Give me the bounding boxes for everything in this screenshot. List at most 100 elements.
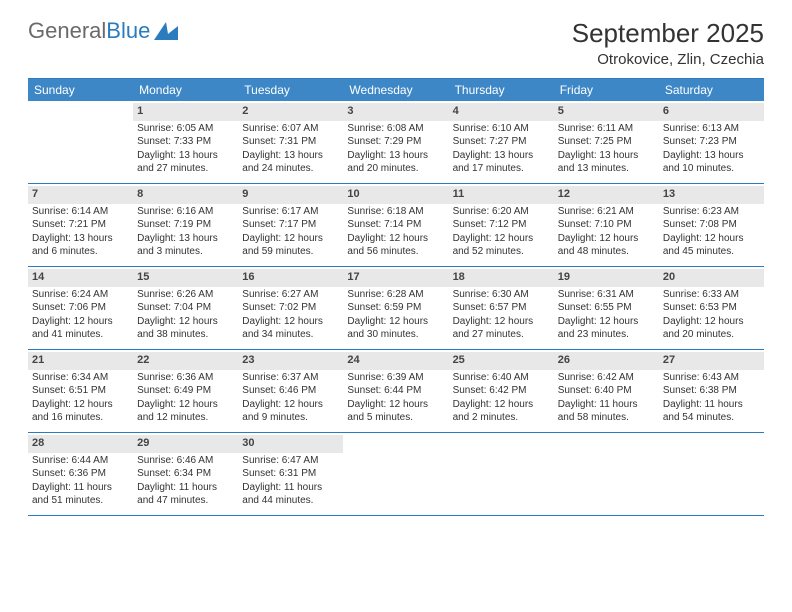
day-number: 25 <box>449 352 554 370</box>
day-info-line: Daylight: 11 hours <box>663 399 760 412</box>
day-number: 20 <box>659 269 764 287</box>
day-cell: 2Sunrise: 6:07 AMSunset: 7:31 PMDaylight… <box>238 101 343 183</box>
day-info-line: and 59 minutes. <box>242 246 339 259</box>
day-number: 8 <box>133 186 238 204</box>
day-number: 16 <box>238 269 343 287</box>
day-cell: 29Sunrise: 6:46 AMSunset: 6:34 PMDayligh… <box>133 433 238 515</box>
day-cell: 26Sunrise: 6:42 AMSunset: 6:40 PMDayligh… <box>554 350 659 432</box>
day-info-line: and 5 minutes. <box>347 412 444 425</box>
day-info-line: Daylight: 12 hours <box>242 233 339 246</box>
day-number: 1 <box>133 103 238 121</box>
dow-cell: Thursday <box>449 79 554 101</box>
day-cell: 22Sunrise: 6:36 AMSunset: 6:49 PMDayligh… <box>133 350 238 432</box>
day-info-line: Sunrise: 6:31 AM <box>558 289 655 302</box>
day-info-line: Sunset: 6:36 PM <box>32 468 129 481</box>
day-info-line: and 13 minutes. <box>558 163 655 176</box>
day-info-line: and 23 minutes. <box>558 329 655 342</box>
day-info-line: Daylight: 11 hours <box>32 482 129 495</box>
day-info-line: and 34 minutes. <box>242 329 339 342</box>
day-info-line: Sunrise: 6:47 AM <box>242 455 339 468</box>
day-cell: 3Sunrise: 6:08 AMSunset: 7:29 PMDaylight… <box>343 101 448 183</box>
day-cell: 7Sunrise: 6:14 AMSunset: 7:21 PMDaylight… <box>28 184 133 266</box>
logo: GeneralBlue <box>28 18 178 44</box>
day-info-line: Daylight: 12 hours <box>242 399 339 412</box>
day-info-line: Sunrise: 6:11 AM <box>558 123 655 136</box>
day-info-line: and 27 minutes. <box>453 329 550 342</box>
day-info-line: Sunset: 7:08 PM <box>663 219 760 232</box>
calendar-page: GeneralBlue September 2025 Otrokovice, Z… <box>0 0 792 534</box>
day-info-line: and 48 minutes. <box>558 246 655 259</box>
day-cell: 11Sunrise: 6:20 AMSunset: 7:12 PMDayligh… <box>449 184 554 266</box>
day-number: 19 <box>554 269 659 287</box>
day-info-line: Sunset: 6:55 PM <box>558 302 655 315</box>
day-info-line: and 44 minutes. <box>242 495 339 508</box>
day-info-line: Sunrise: 6:23 AM <box>663 206 760 219</box>
day-info-line: Daylight: 12 hours <box>347 316 444 329</box>
day-info-line: and 20 minutes. <box>347 163 444 176</box>
day-info-line: and 58 minutes. <box>558 412 655 425</box>
day-info-line: Sunset: 7:23 PM <box>663 136 760 149</box>
day-info-line: Daylight: 13 hours <box>663 150 760 163</box>
day-cell: 21Sunrise: 6:34 AMSunset: 6:51 PMDayligh… <box>28 350 133 432</box>
day-info-line: and 54 minutes. <box>663 412 760 425</box>
day-number: 18 <box>449 269 554 287</box>
day-info-line: Daylight: 13 hours <box>558 150 655 163</box>
day-number: 17 <box>343 269 448 287</box>
day-info-line: and 17 minutes. <box>453 163 550 176</box>
day-number <box>554 435 659 453</box>
dow-cell: Saturday <box>659 79 764 101</box>
day-info-line: Daylight: 13 hours <box>32 233 129 246</box>
day-number: 11 <box>449 186 554 204</box>
day-info-line: Sunset: 7:06 PM <box>32 302 129 315</box>
day-number: 15 <box>133 269 238 287</box>
dow-cell: Friday <box>554 79 659 101</box>
day-info-line: Sunset: 7:33 PM <box>137 136 234 149</box>
day-info-line: Daylight: 12 hours <box>32 316 129 329</box>
day-info-line: Daylight: 13 hours <box>137 233 234 246</box>
day-info-line: and 12 minutes. <box>137 412 234 425</box>
day-info-line: Sunrise: 6:46 AM <box>137 455 234 468</box>
day-cell: 9Sunrise: 6:17 AMSunset: 7:17 PMDaylight… <box>238 184 343 266</box>
day-info-line: Sunset: 7:17 PM <box>242 219 339 232</box>
day-info-line: Sunset: 6:53 PM <box>663 302 760 315</box>
day-info-line: Sunset: 6:59 PM <box>347 302 444 315</box>
day-cell: 18Sunrise: 6:30 AMSunset: 6:57 PMDayligh… <box>449 267 554 349</box>
day-number: 21 <box>28 352 133 370</box>
day-info-line: Sunrise: 6:24 AM <box>32 289 129 302</box>
day-info-line: Daylight: 12 hours <box>453 316 550 329</box>
day-info-line: and 30 minutes. <box>347 329 444 342</box>
day-number: 28 <box>28 435 133 453</box>
week-row: 14Sunrise: 6:24 AMSunset: 7:06 PMDayligh… <box>28 267 764 350</box>
dow-cell: Tuesday <box>238 79 343 101</box>
day-info-line: Sunrise: 6:40 AM <box>453 372 550 385</box>
day-info-line: Daylight: 12 hours <box>453 233 550 246</box>
day-info-line: Sunset: 7:10 PM <box>558 219 655 232</box>
day-cell: 25Sunrise: 6:40 AMSunset: 6:42 PMDayligh… <box>449 350 554 432</box>
day-number <box>343 435 448 453</box>
location-text: Otrokovice, Zlin, Czechia <box>572 51 764 68</box>
day-info-line: Daylight: 12 hours <box>137 399 234 412</box>
week-row: 28Sunrise: 6:44 AMSunset: 6:36 PMDayligh… <box>28 433 764 516</box>
day-info-line: Daylight: 12 hours <box>242 316 339 329</box>
day-cell <box>554 433 659 515</box>
day-info-line: and 10 minutes. <box>663 163 760 176</box>
day-cell: 15Sunrise: 6:26 AMSunset: 7:04 PMDayligh… <box>133 267 238 349</box>
day-info-line: and 20 minutes. <box>663 329 760 342</box>
day-info-line: Sunset: 7:12 PM <box>453 219 550 232</box>
day-cell: 4Sunrise: 6:10 AMSunset: 7:27 PMDaylight… <box>449 101 554 183</box>
day-number: 13 <box>659 186 764 204</box>
day-info-line: Sunset: 7:14 PM <box>347 219 444 232</box>
day-info-line: Sunset: 6:40 PM <box>558 385 655 398</box>
day-info-line: Sunrise: 6:28 AM <box>347 289 444 302</box>
day-info-line: and 56 minutes. <box>347 246 444 259</box>
day-info-line: Sunrise: 6:07 AM <box>242 123 339 136</box>
day-info-line: Sunrise: 6:21 AM <box>558 206 655 219</box>
day-info-line: Sunrise: 6:33 AM <box>663 289 760 302</box>
day-info-line: Daylight: 12 hours <box>347 399 444 412</box>
day-info-line: and 41 minutes. <box>32 329 129 342</box>
day-cell: 24Sunrise: 6:39 AMSunset: 6:44 PMDayligh… <box>343 350 448 432</box>
week-row: 7Sunrise: 6:14 AMSunset: 7:21 PMDaylight… <box>28 184 764 267</box>
day-number: 23 <box>238 352 343 370</box>
day-info-line: and 2 minutes. <box>453 412 550 425</box>
day-info-line: and 16 minutes. <box>32 412 129 425</box>
